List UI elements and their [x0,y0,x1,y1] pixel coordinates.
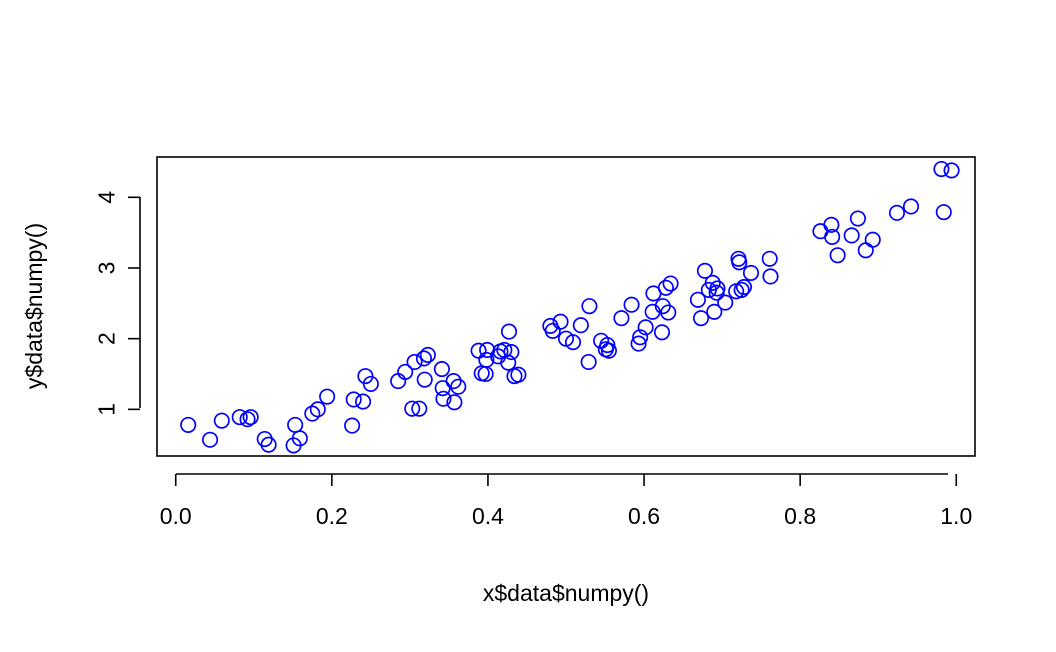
data-point [733,281,750,298]
data-point [242,409,259,426]
data-point [717,294,734,311]
data-point [406,353,423,371]
data-point [692,310,710,327]
data-point [319,388,336,405]
data-point [696,262,713,279]
data-point [888,204,905,221]
data-point [637,319,654,336]
data-point [572,317,589,334]
data-point [415,350,432,367]
data-point [419,346,436,363]
data-point [213,412,230,429]
data-point [355,393,372,410]
data-point [309,401,326,418]
data-point [503,344,520,361]
x-tick-label: 0.4 [472,503,504,529]
data-point [762,268,779,285]
data-point [416,371,433,388]
data-point [304,405,321,422]
data-point [662,275,679,292]
x-axis-label: x$data$numpy() [483,580,649,606]
y-tick-label: 1 [93,403,119,416]
data-point [902,198,920,215]
data-point [470,342,487,359]
data-point [291,430,308,447]
data-points [180,160,960,454]
data-point [544,322,561,339]
data-point [435,390,452,407]
data-point [704,274,721,291]
data-point [630,335,647,352]
y-tick-label: 2 [93,332,119,345]
data-point [581,298,598,315]
data-point [500,354,517,371]
data-point [623,296,640,313]
plot-frame [156,156,976,457]
data-point [231,409,248,426]
data-point [657,279,674,296]
data-point [479,341,496,359]
data-point [345,391,362,408]
data-point [935,204,952,221]
x-axis: 0.0 0.2 0.4 0.6 0.8 1.0 [160,473,972,529]
y-tick-label: 4 [93,191,119,204]
data-point [823,216,840,233]
data-point [552,313,569,330]
data-point [653,324,671,341]
data-point [849,210,866,227]
data-point [824,228,841,245]
data-point [478,351,495,368]
data-point [404,400,421,417]
data-point [411,400,428,417]
data-point [397,363,414,380]
data-point [735,279,753,296]
data-point [742,264,760,281]
data-point [829,247,846,264]
data-point [180,416,197,433]
data-point [390,373,407,390]
data-point [761,250,778,267]
data-point [857,242,874,259]
y-tick-label: 3 [93,262,119,275]
data-point [709,280,726,297]
data-point [613,310,630,327]
data-point [660,304,677,321]
data-point [500,323,518,340]
data-point [445,373,462,390]
x-tick-label: 0.0 [160,503,192,529]
x-tick-label: 0.8 [784,503,816,529]
data-point [943,162,960,179]
data-point [433,361,450,378]
data-point [450,378,467,395]
x-tick-label: 0.2 [316,503,348,529]
x-tick-label: 1.0 [940,503,972,529]
data-point [510,366,527,383]
data-point [446,394,463,411]
data-point [580,353,597,371]
data-point [843,227,860,244]
data-point [933,160,950,178]
data-point [706,303,723,320]
data-point [600,342,617,359]
data-point [689,291,706,308]
data-point [362,375,379,392]
data-point [564,334,582,351]
data-point [287,416,304,433]
data-point [344,417,361,434]
data-point [731,254,748,271]
y-axis-label: y$data$numpy() [21,223,47,389]
data-point [260,436,277,453]
data-point [202,431,219,448]
data-point [632,329,649,346]
data-point [864,231,881,248]
x-tick-label: 0.6 [628,503,660,529]
data-point [239,411,256,428]
y-axis: 1 2 3 4 [93,191,141,416]
